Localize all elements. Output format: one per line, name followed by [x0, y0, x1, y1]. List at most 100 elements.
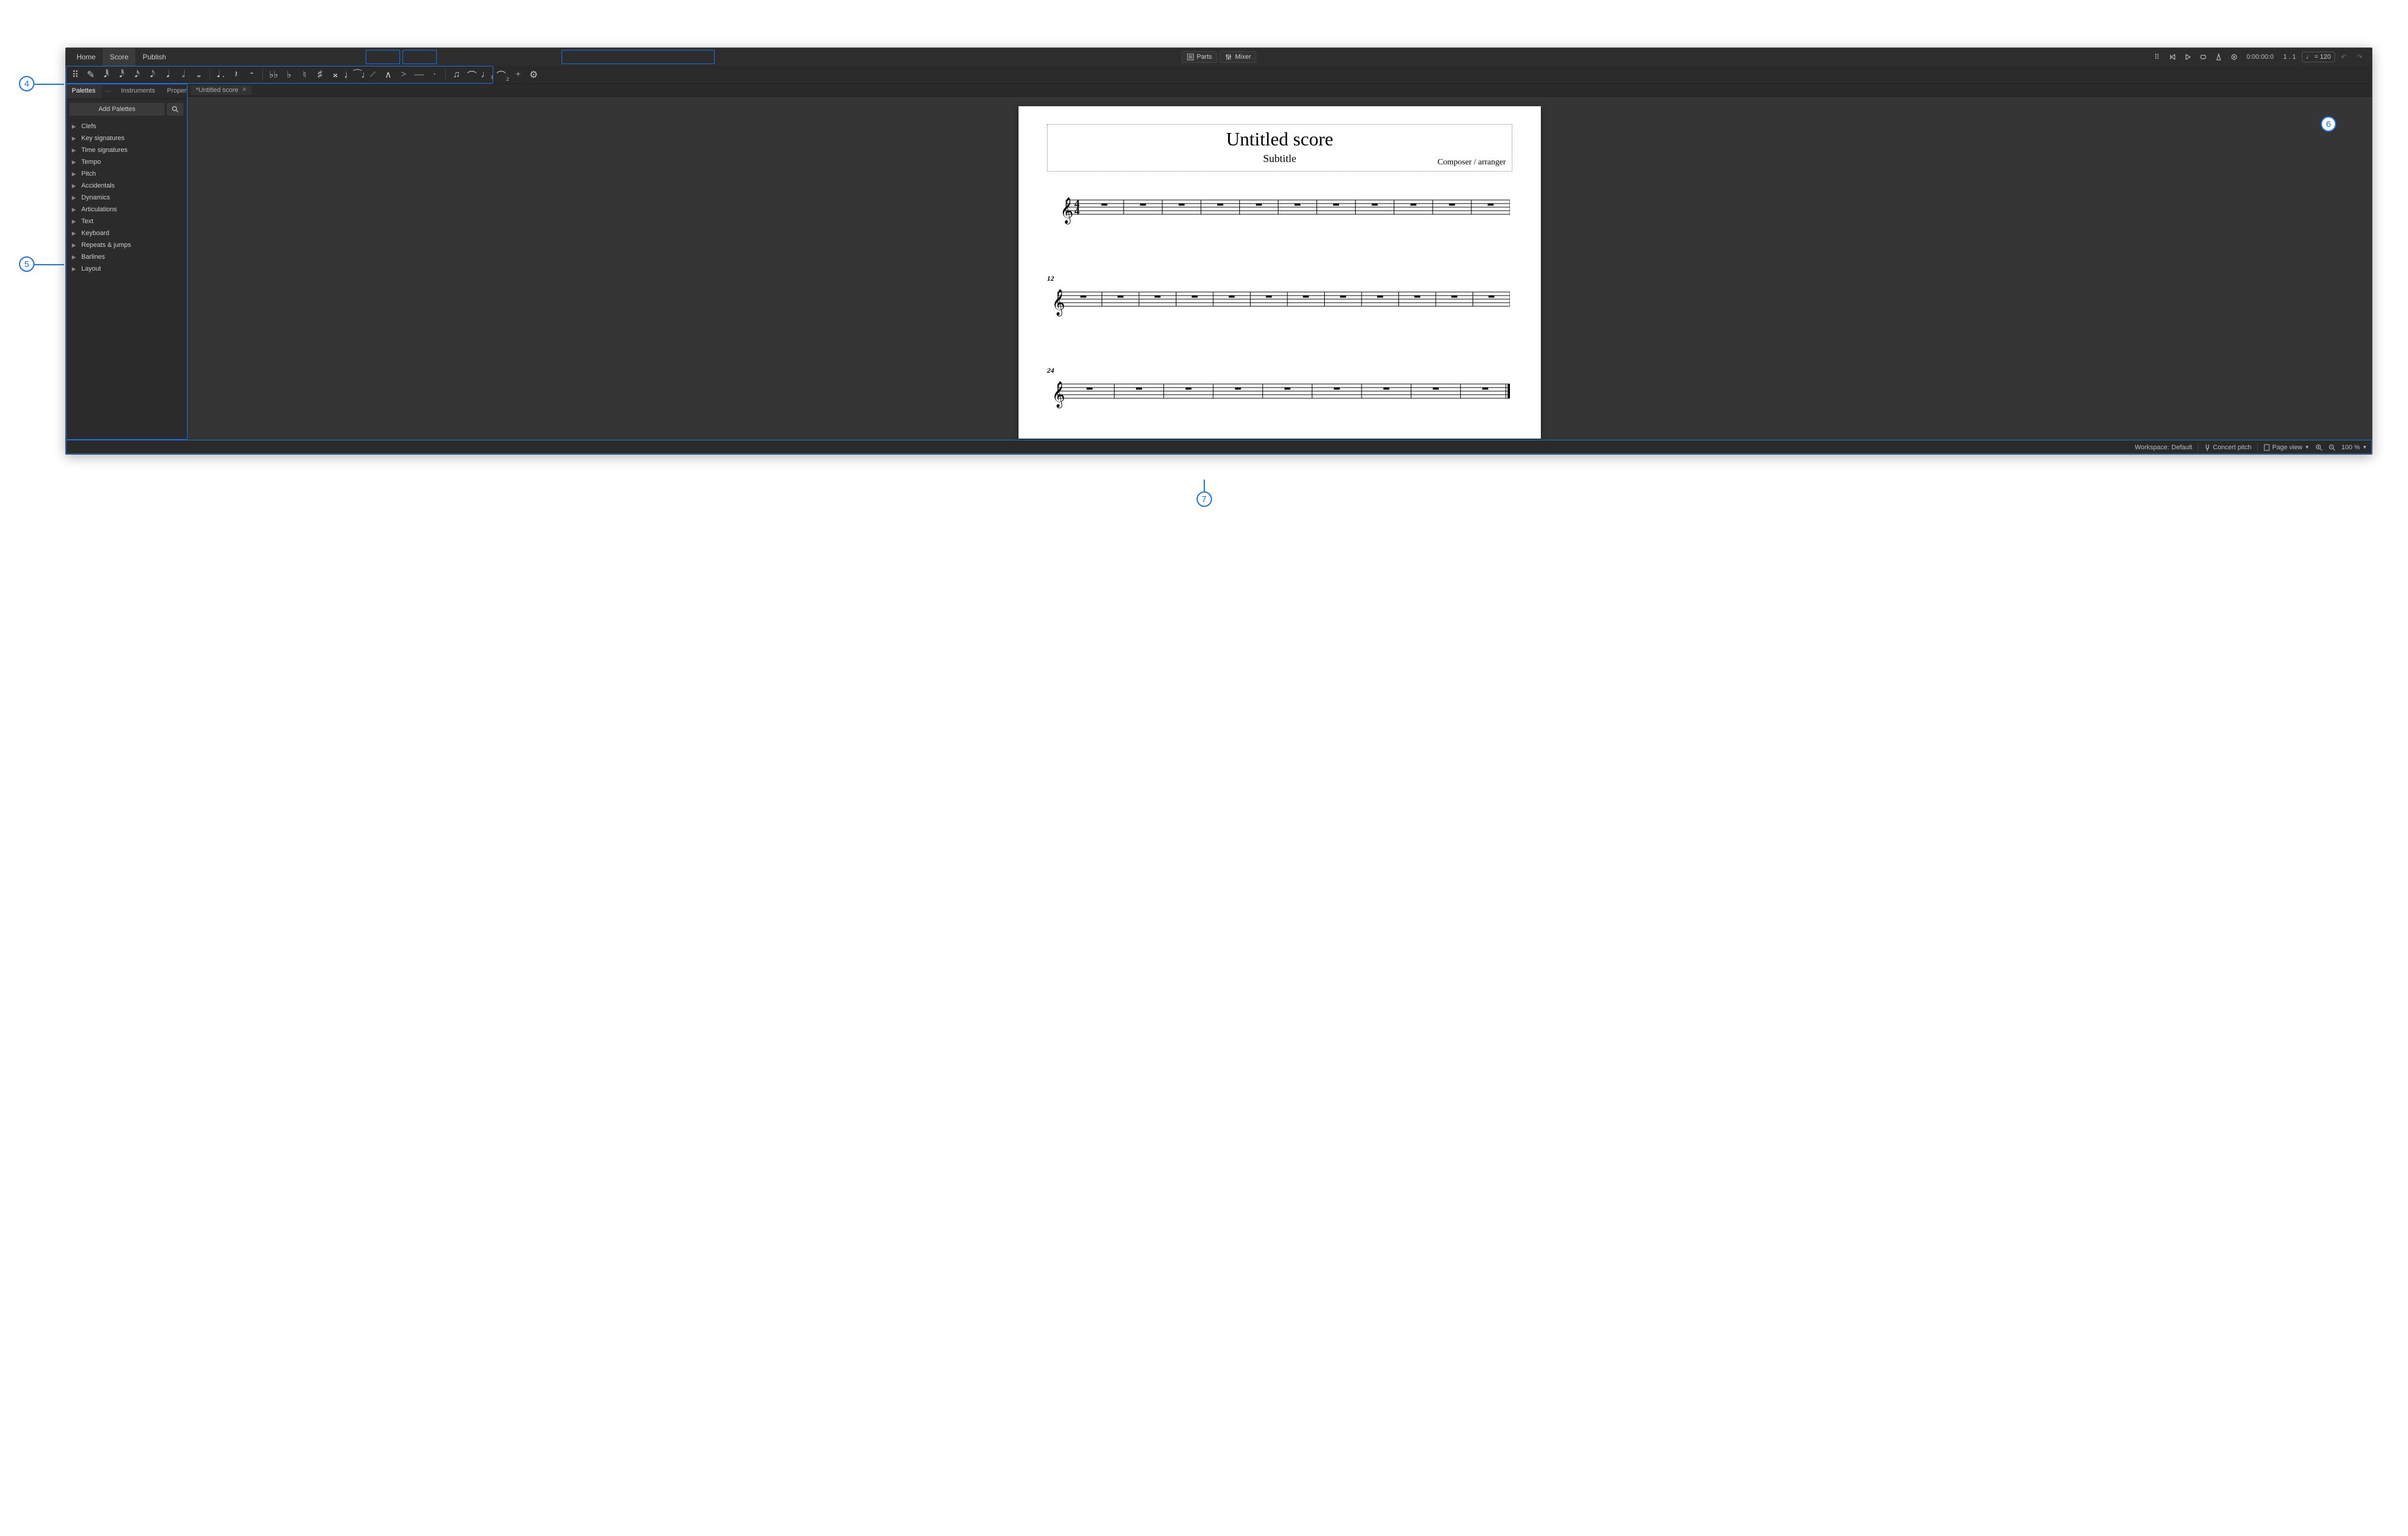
note-duration-5[interactable]: 𝅘𝅥𝅮	[145, 68, 160, 82]
menu-tabs: Home Score Publish	[69, 48, 173, 66]
accidental-0[interactable]: ♭♭	[267, 68, 281, 82]
loop-icon[interactable]	[2197, 50, 2210, 64]
note-duration-3[interactable]: 𝅘𝅥𝅰	[115, 68, 129, 82]
note-mod-2[interactable]: 𝄼	[245, 68, 259, 82]
tempo-value: 120	[2320, 53, 2331, 61]
voice-tool-2[interactable]: ♩₁	[480, 68, 494, 82]
palette-item-pitch[interactable]: ▶Pitch	[66, 168, 187, 180]
chevron-right-icon: ▶	[72, 147, 77, 154]
articulation-2[interactable]: ∧	[381, 68, 395, 82]
mixer-icon	[1225, 53, 1232, 61]
document-tab[interactable]: *Untitled score ✕	[191, 85, 252, 95]
mixer-button[interactable]: Mixer	[1220, 51, 1257, 63]
palette-item-label: Repeats & jumps	[81, 242, 131, 249]
note-duration-6[interactable]: 𝅘𝅥	[161, 68, 175, 82]
tab-score[interactable]: Score	[103, 48, 135, 66]
parts-label: Parts	[1197, 53, 1212, 61]
concert-pitch-toggle[interactable]: Concert pitch	[2204, 444, 2251, 451]
voice-tool-0[interactable]: ♫	[449, 68, 464, 82]
note-duration-7[interactable]: 𝅗𝅥	[176, 68, 191, 82]
note-duration-0[interactable]: ⠿	[68, 68, 83, 82]
note-duration-2[interactable]: 𝅘𝅥𝅱	[99, 68, 113, 82]
tab-home[interactable]: Home	[69, 48, 103, 66]
palette-item-keyboard[interactable]: ▶Keyboard	[66, 227, 187, 239]
note-mod-1[interactable]: 𝄽	[229, 68, 243, 82]
articulation-1[interactable]: 𝆱	[366, 68, 380, 82]
zoom-out-icon	[2328, 444, 2336, 451]
palette-item-barlines[interactable]: ▶Barlines	[66, 251, 187, 263]
palette-item-accidentals[interactable]: ▶Accidentals	[66, 180, 187, 192]
palette-item-time-signatures[interactable]: ▶Time signatures	[66, 144, 187, 156]
callout-6: 6	[2321, 116, 2336, 132]
sidebar-tab-instruments[interactable]: Instruments	[115, 84, 161, 99]
parts-button[interactable]: Parts	[1181, 51, 1217, 63]
accidental-4[interactable]: 𝄪	[328, 68, 342, 82]
metronome-icon[interactable]	[2212, 50, 2225, 64]
voice-tool-1[interactable]: ⌒	[465, 68, 479, 82]
palette-item-label: Pitch	[81, 170, 96, 177]
note-duration-1[interactable]: ✎	[84, 68, 98, 82]
note-duration-8[interactable]: 𝅝	[192, 68, 206, 82]
staff-system-2[interactable]: 12𝄞	[1047, 284, 1512, 322]
palette-item-repeats-jumps[interactable]: ▶Repeats & jumps	[66, 239, 187, 251]
staff-system-1[interactable]: 𝄞44	[1047, 192, 1512, 230]
palette-item-dynamics[interactable]: ▶Dynamics	[66, 192, 187, 204]
articulation-5[interactable]: ·	[427, 68, 442, 82]
note-duration-4[interactable]: 𝅘𝅥𝅯	[130, 68, 144, 82]
concert-pitch-label: Concert pitch	[2213, 444, 2251, 451]
palette-item-clefs[interactable]: ▶Clefs	[66, 120, 187, 132]
articulation-0[interactable]: ♩⁀♩	[350, 68, 364, 82]
accidental-2[interactable]: ♮	[297, 68, 312, 82]
main-area: Palettes ⋯ Instruments Properties Add Pa…	[66, 84, 2372, 440]
canvas[interactable]: Untitled score Subtitle Composer / arran…	[188, 97, 2372, 440]
staff-system-3[interactable]: 24𝄞	[1047, 376, 1512, 414]
redo-icon[interactable]: ↷	[2353, 50, 2366, 64]
tempo-field[interactable]: ♩ = 120	[2302, 52, 2335, 62]
undo-icon[interactable]: ↶	[2337, 50, 2350, 64]
palette-search-button[interactable]	[167, 103, 183, 116]
page-icon	[2264, 444, 2270, 451]
voice-tool-4[interactable]: +	[511, 68, 525, 82]
add-palettes-button[interactable]: Add Palettes	[69, 103, 164, 116]
palette-item-layout[interactable]: ▶Layout	[66, 263, 187, 275]
workspace-selector[interactable]: Workspace: Default	[2135, 444, 2193, 451]
sidebar-tab-menu-icon[interactable]: ⋯	[101, 84, 115, 99]
articulation-3[interactable]: >	[396, 68, 411, 82]
palette-item-label: Barlines	[81, 253, 105, 261]
tempo-note-icon: ♩ =	[2306, 53, 2318, 61]
tab-publish[interactable]: Publish	[135, 48, 173, 66]
zoom-value[interactable]: 100 % ▼	[2342, 444, 2367, 451]
playback-settings-icon[interactable]	[2228, 50, 2241, 64]
palette-item-text[interactable]: ▶Text	[66, 215, 187, 227]
voice-tool-5[interactable]: ⚙	[526, 68, 541, 82]
staff-svg: 𝄞	[1047, 284, 1510, 319]
palette-item-key-signatures[interactable]: ▶Key signatures	[66, 132, 187, 144]
score-title[interactable]: Untitled score	[1054, 128, 1506, 150]
play-icon[interactable]	[2181, 50, 2194, 64]
voice-tool-3[interactable]: ⌒₂	[496, 68, 510, 82]
svg-text:𝄞: 𝄞	[1052, 382, 1065, 408]
accidental-3[interactable]: ♯	[313, 68, 327, 82]
staff-svg: 𝄞44	[1047, 192, 1510, 227]
sidebar-tab-palettes[interactable]: Palettes	[66, 84, 101, 99]
rewind-icon[interactable]	[2166, 50, 2179, 64]
articulation-4[interactable]: —	[412, 68, 426, 82]
statusbar: Workspace: Default Concert pitch Page vi…	[66, 440, 2372, 454]
drag-handle-icon[interactable]: ⠿	[2150, 50, 2163, 64]
title-frame[interactable]: Untitled score Subtitle Composer / arran…	[1047, 124, 1512, 172]
accidental-1[interactable]: ♭	[282, 68, 296, 82]
page-view-selector[interactable]: Page view ▼	[2264, 444, 2309, 451]
status-sep	[2257, 443, 2258, 452]
note-mod-0[interactable]: 𝅘𝅥 .	[214, 68, 228, 82]
palette-item-tempo[interactable]: ▶Tempo	[66, 156, 187, 168]
close-tab-icon[interactable]: ✕	[242, 87, 247, 93]
beat-position: 1 . 1	[2280, 53, 2299, 61]
zoom-out-button[interactable]	[2328, 444, 2336, 451]
callout-5: 5	[19, 256, 34, 272]
workspace-label: Workspace:	[2135, 444, 2169, 451]
palette-item-articulations[interactable]: ▶Articulations	[66, 204, 187, 215]
chevron-right-icon: ▶	[72, 135, 77, 142]
composer-text[interactable]: Composer / arranger	[1438, 158, 1506, 167]
chevron-down-icon: ▼	[2305, 445, 2309, 450]
zoom-in-button[interactable]	[2315, 444, 2323, 451]
